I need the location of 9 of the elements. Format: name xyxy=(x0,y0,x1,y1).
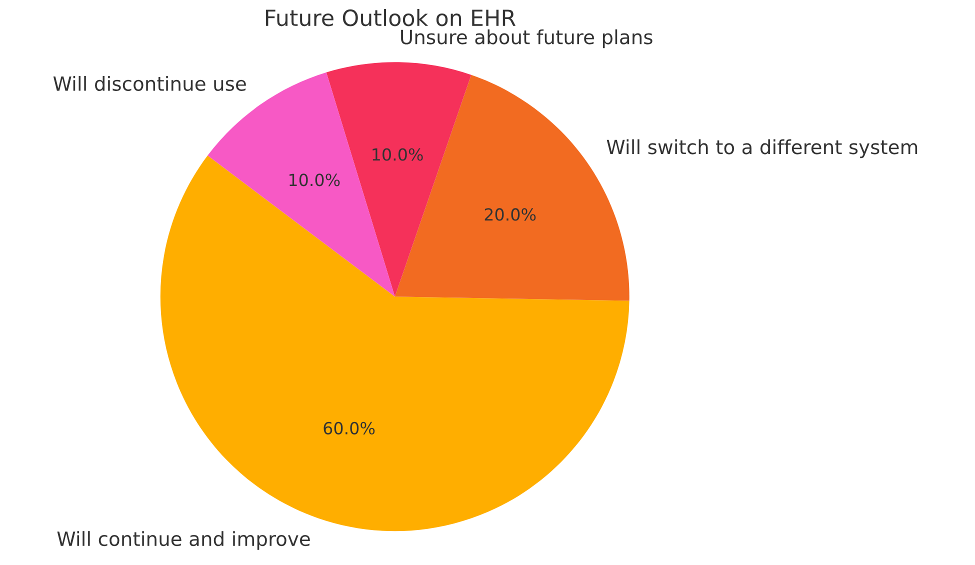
data-label: 20.0% xyxy=(484,208,536,221)
slice-label: Will switch to a different system xyxy=(606,139,918,158)
data-label: 10.0% xyxy=(372,148,423,161)
slice-label: Will continue and improve xyxy=(57,531,310,550)
data-label: 10.0% xyxy=(290,174,340,186)
chart-title: Future Outlook on EHR xyxy=(266,9,516,26)
slice-label: Will discontinue use xyxy=(53,76,246,91)
data-label: 60.0% xyxy=(324,422,375,434)
slice-label: Unsure about future plans xyxy=(401,29,652,48)
